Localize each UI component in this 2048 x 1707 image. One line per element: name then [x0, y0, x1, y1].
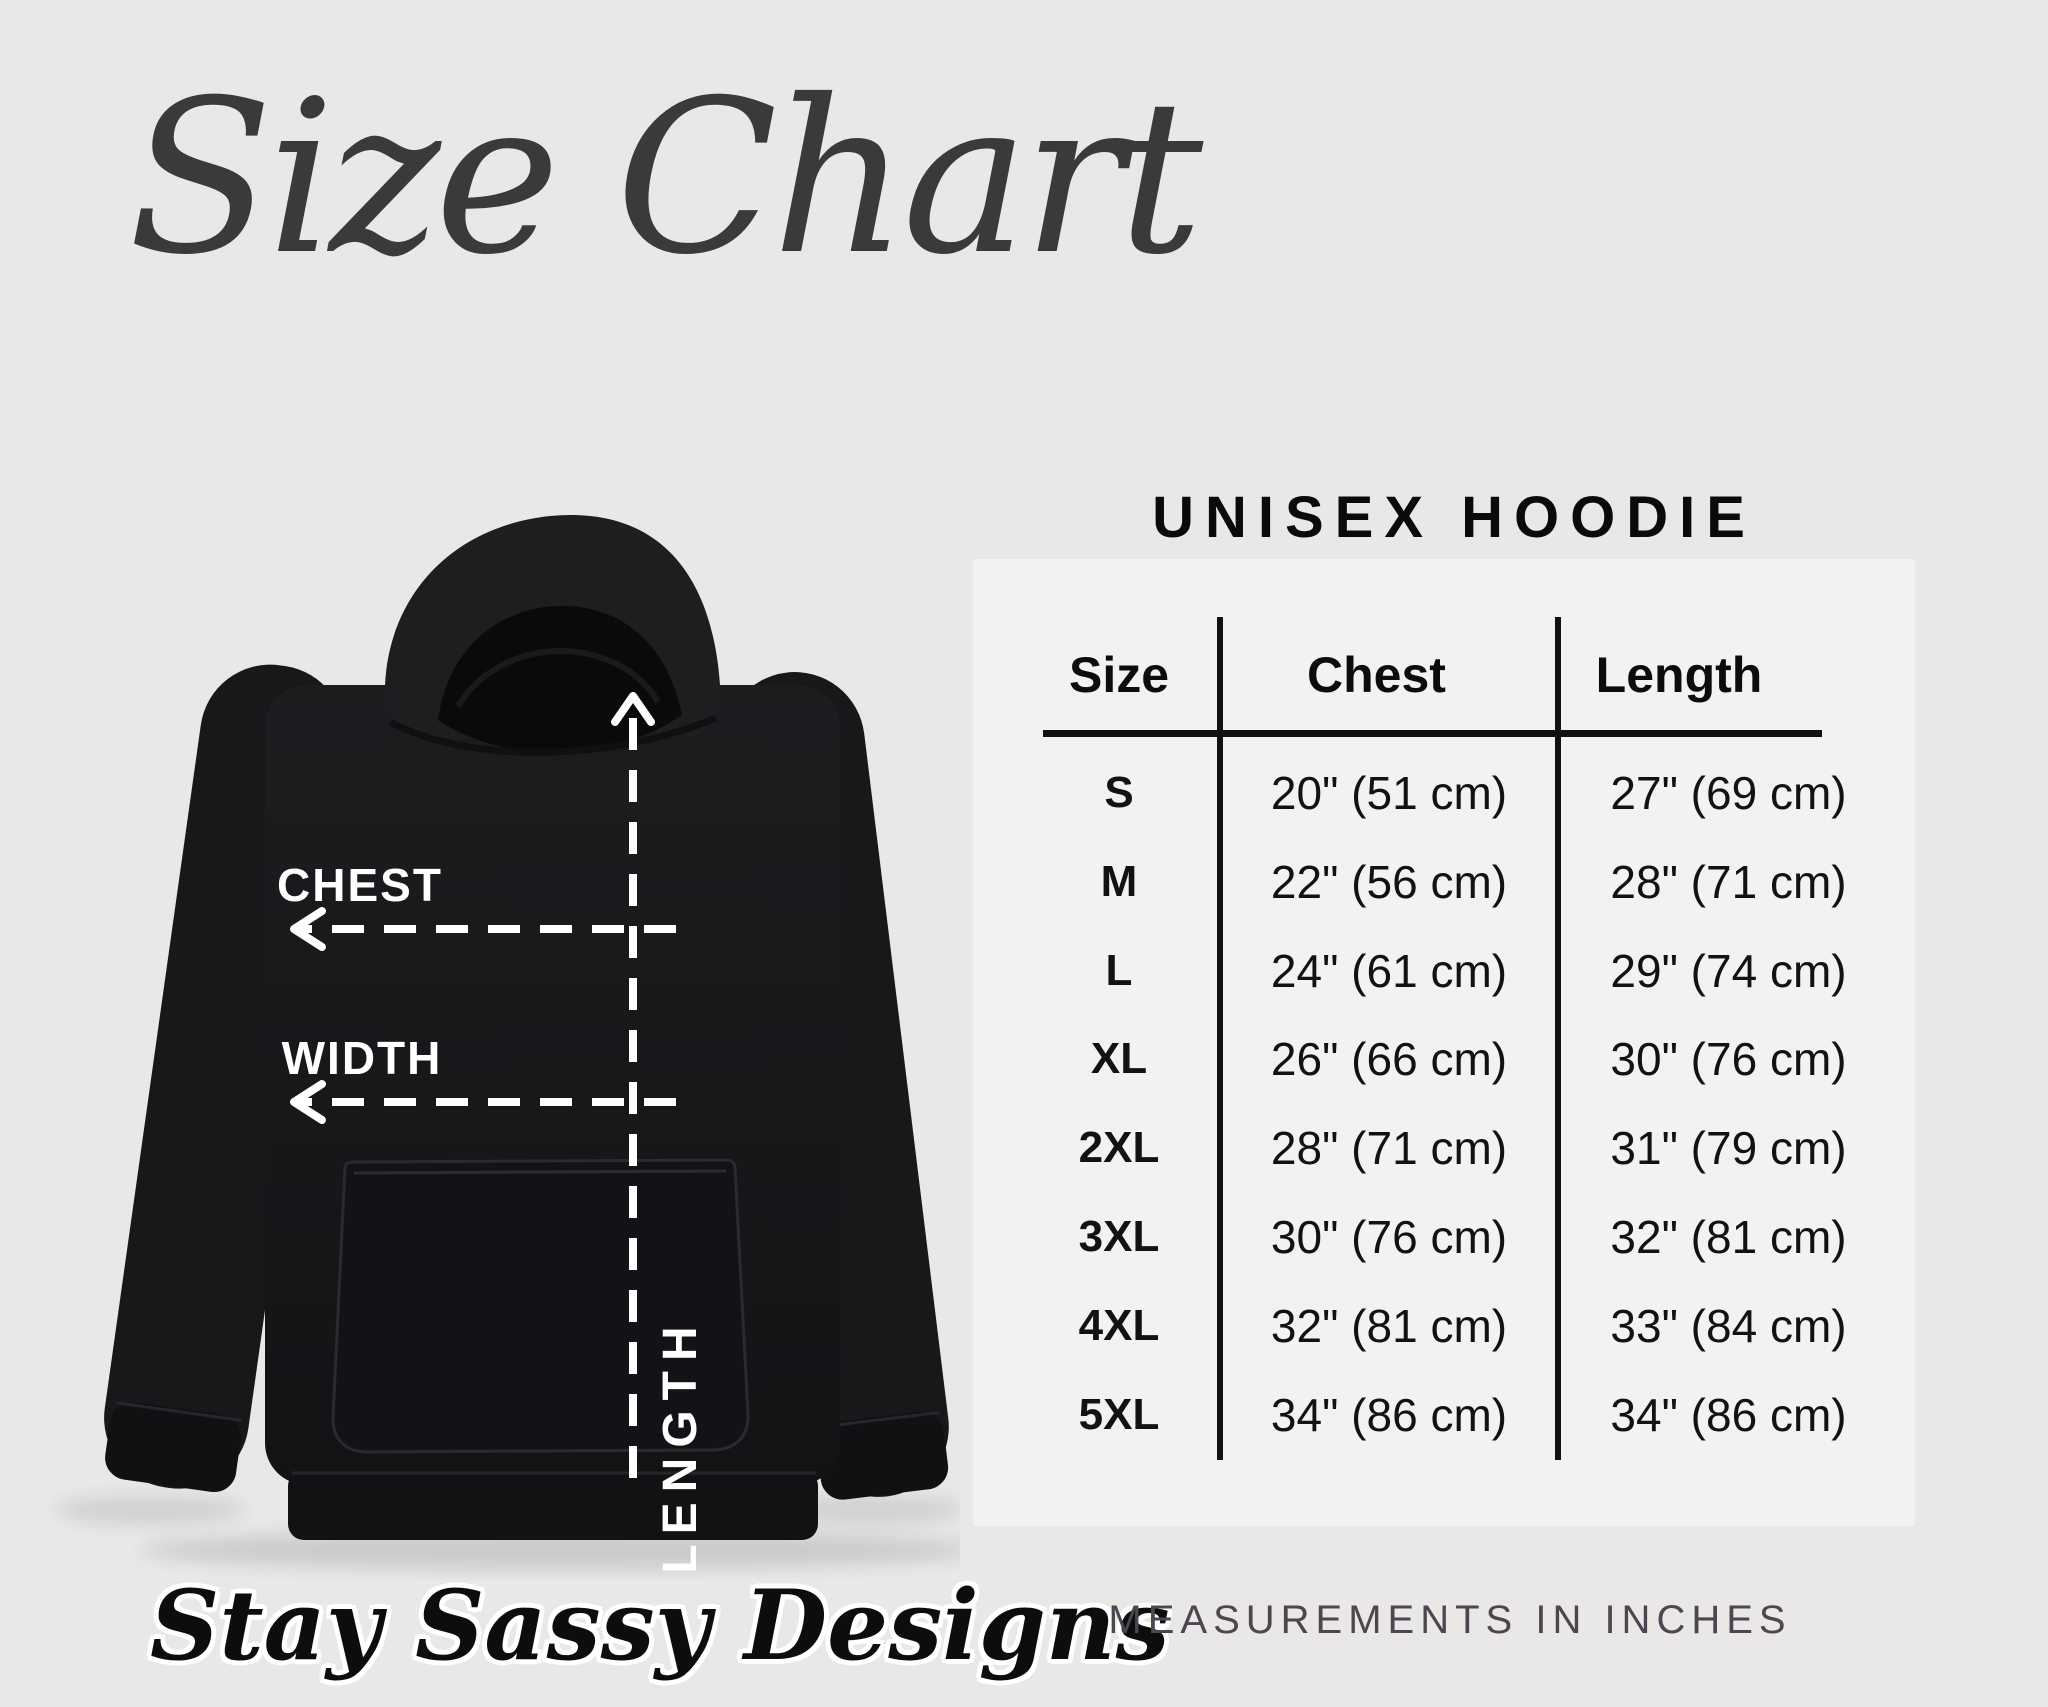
hoodie-figure: CHEST WIDTH LENGTH [55, 514, 960, 1574]
cell-length: 33" (84 cm) [1610, 1300, 1847, 1352]
hoodie-pocket [331, 1158, 750, 1454]
cell-chest: 22" (56 cm) [1270, 856, 1508, 908]
cell-chest: 28" (71 cm) [1270, 1122, 1508, 1174]
measurements-note: MEASUREMENTS IN INCHES [1108, 1598, 1792, 1642]
chest-label: CHEST [277, 859, 443, 911]
length-label: LENGTH [654, 1316, 707, 1573]
table-row: S 20" (51 cm) 27" (69 cm) [973, 749, 1915, 837]
cell-size: 2XL [1078, 1123, 1160, 1172]
cell-chest: 32" (81 cm) [1270, 1300, 1508, 1352]
product-title: UNISEX HOODIE [1152, 485, 1756, 550]
cell-chest: 34" (86 cm) [1270, 1389, 1508, 1441]
table-row: 2XL 28" (71 cm) 31" (79 cm) [973, 1104, 1915, 1192]
cell-length: 32" (81 cm) [1610, 1211, 1847, 1263]
table-row: 4XL 32" (81 cm) 33" (84 cm) [973, 1282, 1915, 1370]
table-row: XL 26" (66 cm) 30" (76 cm) [973, 1015, 1915, 1103]
cell-chest: 26" (66 cm) [1270, 1033, 1508, 1085]
table-row: L 24" (61 cm) 29" (74 cm) [973, 927, 1915, 1015]
hoodie-hood [384, 514, 721, 756]
width-arrowhead-icon [290, 1080, 326, 1124]
cell-length: 30" (76 cm) [1610, 1033, 1847, 1085]
size-table-panel: Size Chest Length S 20" (51 cm) 27" (69 … [973, 559, 1915, 1526]
cell-length: 29" (74 cm) [1610, 945, 1847, 997]
cell-length: 31" (79 cm) [1610, 1122, 1847, 1174]
cell-size: 5XL [1078, 1390, 1160, 1439]
table-column-divider [1217, 617, 1223, 1460]
page-title: Size Chart [128, 54, 1203, 301]
cell-size: XL [1090, 1034, 1148, 1083]
cell-size: S [1104, 768, 1134, 817]
cell-length: 27" (69 cm) [1610, 767, 1847, 819]
column-header-size: Size [1068, 647, 1170, 703]
column-header-chest: Chest [1307, 647, 1446, 703]
table-column-divider [1555, 617, 1561, 1460]
hoodie-shadow [55, 1496, 960, 1570]
cell-chest: 30" (76 cm) [1270, 1211, 1508, 1263]
length-arrowhead-icon [611, 692, 655, 726]
table-header-rule [1043, 730, 1822, 737]
cell-size: M [1100, 857, 1138, 906]
table-row: M 22" (56 cm) 28" (71 cm) [973, 838, 1915, 926]
cell-size: L [1105, 946, 1133, 995]
table-row: 5XL 34" (86 cm) 34" (86 cm) [973, 1371, 1915, 1459]
measurement-annotations: CHEST WIDTH LENGTH [277, 692, 707, 1574]
cell-size: 4XL [1078, 1301, 1160, 1350]
chest-arrowhead-icon [290, 907, 326, 951]
column-header-length: Length [1595, 647, 1763, 703]
cell-length: 28" (71 cm) [1610, 856, 1847, 908]
cell-size: 3XL [1078, 1212, 1160, 1261]
brand-signature: Stay Sassy Designs [150, 1569, 1170, 1682]
cell-chest: 20" (51 cm) [1270, 767, 1508, 819]
cell-chest: 24" (61 cm) [1270, 945, 1508, 997]
table-row: 3XL 30" (76 cm) 32" (81 cm) [973, 1193, 1915, 1281]
width-label: WIDTH [282, 1032, 443, 1084]
cell-length: 34" (86 cm) [1610, 1389, 1847, 1441]
